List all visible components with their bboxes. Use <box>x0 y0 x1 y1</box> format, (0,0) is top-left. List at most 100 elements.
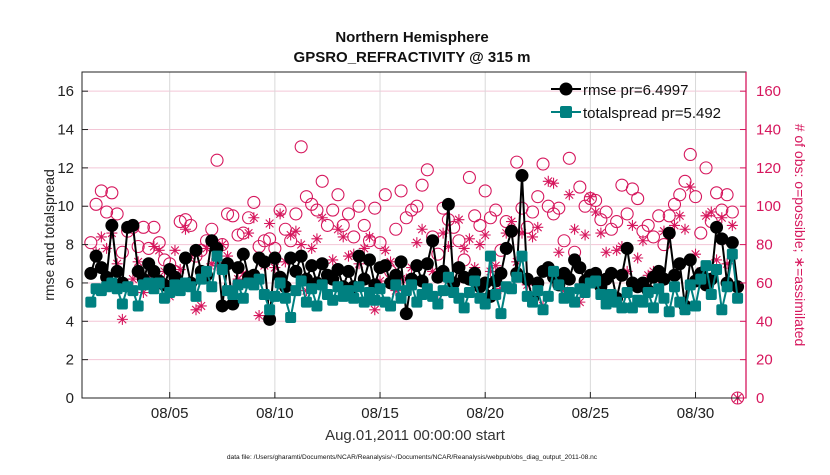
possible-obs-marker <box>389 222 403 236</box>
possible-obs-marker <box>131 239 145 254</box>
y-tick-label-right: 20 <box>756 352 773 369</box>
possible-obs-marker <box>536 157 550 171</box>
possible-obs-marker <box>368 201 382 215</box>
possible-obs-marker <box>531 190 545 204</box>
rmse-point <box>499 241 513 255</box>
possible-obs-marker <box>646 230 661 244</box>
totalspread-point <box>495 308 507 320</box>
possible-obs-marker <box>257 234 271 248</box>
assimilated-obs-marker <box>201 242 213 254</box>
possible-obs-marker <box>473 218 487 232</box>
totalspread-point <box>537 304 549 316</box>
totalspread-point <box>85 296 97 308</box>
assimilated-obs-marker <box>116 313 128 325</box>
assimilated-obs-marker <box>590 206 602 218</box>
y-tick-label-right: 160 <box>756 83 781 100</box>
y-tick-label-right: 100 <box>756 198 781 215</box>
legend-totalspread-marker <box>560 106 572 118</box>
totalspread-point <box>116 298 128 310</box>
possible-obs-marker <box>452 234 466 248</box>
assimilated-obs-marker <box>279 256 291 268</box>
assimilated-obs-marker <box>101 242 113 254</box>
totalspread-point <box>679 304 691 316</box>
possible-obs-marker <box>478 184 492 198</box>
totalspread-point <box>264 304 276 316</box>
totalspread-point <box>369 294 381 306</box>
totalspread-point <box>279 292 291 304</box>
possible-obs-marker <box>510 155 524 169</box>
possible-obs-marker <box>247 195 261 209</box>
totalspread-point <box>211 250 223 262</box>
totalspread-point <box>237 292 249 304</box>
rmse-point <box>189 243 203 257</box>
legend-rmse-marker <box>559 82 573 96</box>
totalspread-point <box>663 306 675 318</box>
y-tick-label: 12 <box>57 160 74 177</box>
rmse-point <box>667 268 681 282</box>
possible-obs-marker <box>336 218 350 232</box>
assimilated-obs-marker <box>306 242 318 254</box>
rmse-point <box>452 261 466 275</box>
rmse-point <box>289 264 303 278</box>
possible-obs-marker <box>142 241 156 255</box>
assimilated-obs-marker <box>358 242 370 254</box>
totalspread-point <box>542 290 554 302</box>
y-tick-label: 4 <box>66 313 74 330</box>
totalspread-point <box>453 292 465 304</box>
possible-obs-marker <box>610 215 624 229</box>
assimilated-obs-marker <box>437 227 449 239</box>
rmse-point <box>394 255 408 269</box>
possible-obs-marker <box>100 205 114 219</box>
assimilated-obs-marker <box>721 258 733 270</box>
totalspread-point <box>127 285 139 297</box>
totalspread-point <box>206 281 218 293</box>
assimilated-obs-marker <box>416 223 428 235</box>
y-tick-label: 0 <box>66 390 74 407</box>
possible-obs-marker <box>462 170 476 185</box>
possible-obs-marker <box>688 190 703 204</box>
totalspread-point <box>216 264 228 276</box>
totalspread-point <box>711 264 723 276</box>
possible-obs-marker <box>326 203 340 217</box>
rmse-point <box>84 266 98 280</box>
possible-obs-marker <box>352 199 366 213</box>
rmse-point <box>562 272 576 286</box>
possible-obs-marker <box>673 188 687 202</box>
assimilated-obs-marker <box>600 246 612 258</box>
possible-obs-marker <box>294 140 308 154</box>
assimilated-obs-marker <box>216 239 228 251</box>
possible-obs-marker <box>573 180 587 194</box>
possible-obs-marker <box>94 184 108 198</box>
totalspread-point <box>484 250 496 262</box>
assimilated-obs-marker <box>527 231 539 243</box>
rmse-point <box>231 261 245 275</box>
legend-totalspread-label: totalspread pr=5.492 <box>583 105 721 122</box>
totalspread-point <box>668 281 680 293</box>
totalspread-point <box>637 296 649 308</box>
rmse-line <box>89 175 739 320</box>
rmse-point <box>294 249 308 263</box>
totalspread-point <box>642 287 654 299</box>
totalspread-point <box>590 275 602 287</box>
totalspread-point <box>406 279 418 291</box>
rmse-point <box>504 224 518 238</box>
totalspread-point <box>726 248 738 260</box>
totalspread-point <box>653 283 665 295</box>
totalspread-point <box>385 300 397 312</box>
totalspread-point <box>306 283 318 295</box>
y-tick-label: 10 <box>57 198 74 215</box>
totalspread-point <box>721 281 733 293</box>
data-file-footnote: data file: /Users/gharamti/Documents/NCA… <box>227 454 598 461</box>
assimilated-obs-marker <box>390 285 402 297</box>
possible-obs-marker <box>105 186 119 200</box>
x-tick-label: 08/15 <box>361 405 399 422</box>
possible-obs-marker <box>378 188 392 202</box>
possible-obs-marker <box>394 184 408 198</box>
assimilated-obs-marker <box>463 233 475 245</box>
totalspread-point <box>253 273 265 285</box>
assimilated-obs-marker <box>705 206 717 218</box>
totalspread-point <box>227 288 239 300</box>
assimilated-obs-marker <box>621 265 633 277</box>
assimilated-obs-marker <box>479 229 491 241</box>
rmse-point <box>426 234 440 248</box>
